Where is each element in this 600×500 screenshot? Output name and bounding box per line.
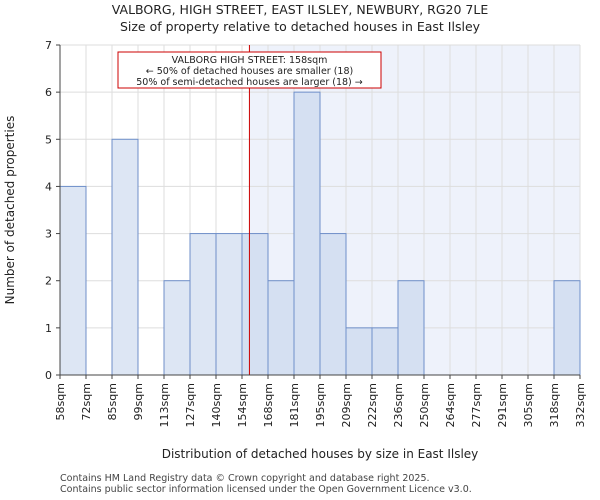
x-tick-label: 113sqm bbox=[158, 383, 171, 427]
x-tick-label: 58sqm bbox=[54, 383, 67, 420]
bar bbox=[111, 138, 139, 376]
plot-area: 0 1 2 3 4 5 6 7 58sqm 72sqm 85sqm 99sqm 113sqm 127sqm… bbox=[45, 39, 587, 427]
annotation-line: ← 50% of detached houses are smaller (18… bbox=[146, 66, 353, 77]
footer-line-2: Contains public sector information licen… bbox=[60, 484, 472, 495]
y-tick-label: 7 bbox=[45, 39, 52, 52]
x-tick-label: 140sqm bbox=[210, 383, 223, 427]
x-axis-label: Distribution of detached houses by size … bbox=[162, 447, 479, 461]
y-tick-label: 3 bbox=[45, 228, 52, 241]
bar bbox=[215, 233, 243, 376]
bar bbox=[163, 280, 191, 376]
x-tick-label: 72sqm bbox=[80, 383, 93, 420]
bar bbox=[241, 233, 269, 376]
x-tick-label: 222sqm bbox=[366, 383, 379, 427]
chart-title: VALBORG, HIGH STREET, EAST ILSLEY, NEWBU… bbox=[112, 2, 489, 17]
footer-line-1: Contains HM Land Registry data © Crown c… bbox=[60, 473, 430, 484]
bar bbox=[397, 280, 425, 376]
x-tick-label: 209sqm bbox=[340, 383, 353, 427]
x-tick-label: 291sqm bbox=[496, 383, 509, 427]
y-tick-label: 6 bbox=[45, 86, 52, 99]
x-tick-label: 250sqm bbox=[418, 383, 431, 427]
bar bbox=[267, 280, 295, 376]
bar bbox=[319, 233, 347, 376]
x-tick-label: 318sqm bbox=[548, 383, 561, 427]
x-tick-label: 99sqm bbox=[132, 383, 145, 420]
x-tick-label: 305sqm bbox=[522, 383, 535, 427]
y-tick-label: 0 bbox=[45, 369, 52, 382]
x-tick-label: 332sqm bbox=[574, 383, 587, 427]
x-tick-label: 181sqm bbox=[288, 383, 301, 427]
y-tick-label: 5 bbox=[45, 133, 52, 146]
bar bbox=[59, 185, 87, 376]
chart-subtitle: Size of property relative to detached ho… bbox=[120, 19, 481, 34]
x-tick-label: 264sqm bbox=[444, 383, 457, 427]
x-tick-label: 236sqm bbox=[392, 383, 405, 427]
bar bbox=[293, 91, 321, 376]
annotation-box bbox=[117, 51, 382, 89]
bar bbox=[371, 327, 399, 376]
x-tick-label: 195sqm bbox=[314, 383, 327, 427]
x-tick-label: 127sqm bbox=[184, 383, 197, 427]
y-tick-label: 2 bbox=[45, 275, 52, 288]
x-tick-label: 277sqm bbox=[470, 383, 483, 427]
y-axis-label: Number of detached properties bbox=[3, 116, 17, 305]
x-tick-label: 168sqm bbox=[262, 383, 275, 427]
x-tick-label: 154sqm bbox=[236, 383, 249, 427]
x-tick-label: 85sqm bbox=[106, 383, 119, 420]
y-tick-label: 1 bbox=[45, 322, 52, 335]
annotation-line: 50% of semi-detached houses are larger (… bbox=[136, 77, 363, 88]
bar bbox=[189, 233, 217, 376]
y-tick-label: 4 bbox=[45, 180, 52, 193]
bar bbox=[345, 327, 373, 376]
bar bbox=[553, 280, 581, 376]
annotation-line: VALBORG HIGH STREET: 158sqm bbox=[172, 55, 328, 66]
